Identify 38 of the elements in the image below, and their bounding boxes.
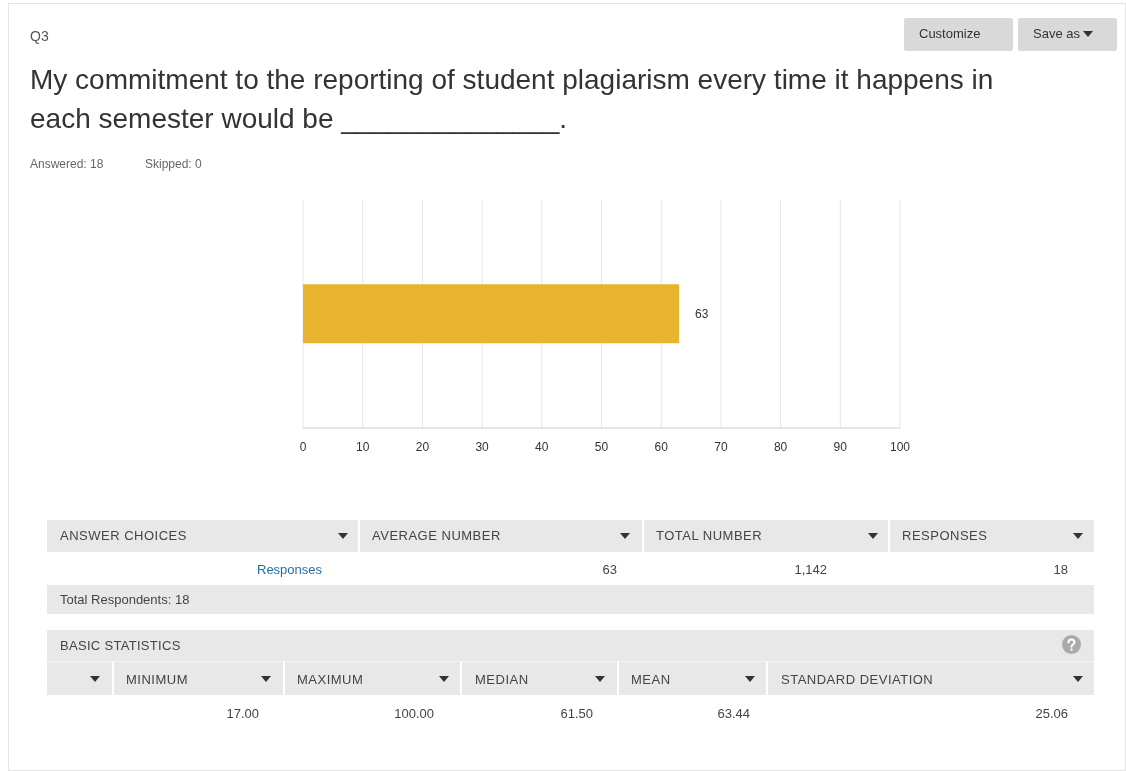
text: Total Respondents: 18 [60,592,190,608]
text: 63.44 [717,706,750,722]
x-tick-label: 80 [773,439,788,454]
text: MINIMUM [126,672,188,688]
data-label: 63 [695,307,709,322]
text: Answered: 18 [30,157,104,172]
text: Q3 [30,28,49,45]
text: 17.00 [226,706,259,722]
x-tick-label: 70 [714,439,728,454]
text: AVERAGE NUMBER [372,528,501,544]
x-tick-label: 40 [535,439,549,454]
text: RESPONSES [902,528,988,544]
text: 18 [1053,562,1068,578]
text: Save as [1033,26,1080,42]
x-tick-label: 60 [654,439,669,454]
text: STANDARD DEVIATION [781,672,934,688]
text: 1,142 [794,562,827,578]
x-tick-label: 20 [415,439,430,454]
text: MEDIAN [475,672,529,688]
x-tick-label: 100 [889,439,911,454]
text: MEAN [631,672,671,688]
chart-title: My commitment to the reporting of student plagiarism every time it happens in each semester would be ______________. [30,63,995,136]
text: 100.00 [394,706,434,722]
text: Customize [919,26,981,42]
text: ANSWER CHOICES [60,528,187,544]
x-tick-label: 90 [833,439,848,454]
x-tick-label: 30 [475,439,490,454]
text: 25.06 [1035,706,1068,722]
text: TOTAL NUMBER [656,528,763,544]
x-tick-label: 0 [299,439,307,454]
x-tick-label: 10 [356,439,370,454]
text: Responses [257,562,323,578]
text: 61.50 [560,706,593,722]
text: MAXIMUM [297,672,364,688]
text: 63 [602,562,617,578]
text: Skipped: 0 [145,157,202,172]
x-tick-label: 50 [594,439,609,454]
text: BASIC STATISTICS [60,638,181,654]
